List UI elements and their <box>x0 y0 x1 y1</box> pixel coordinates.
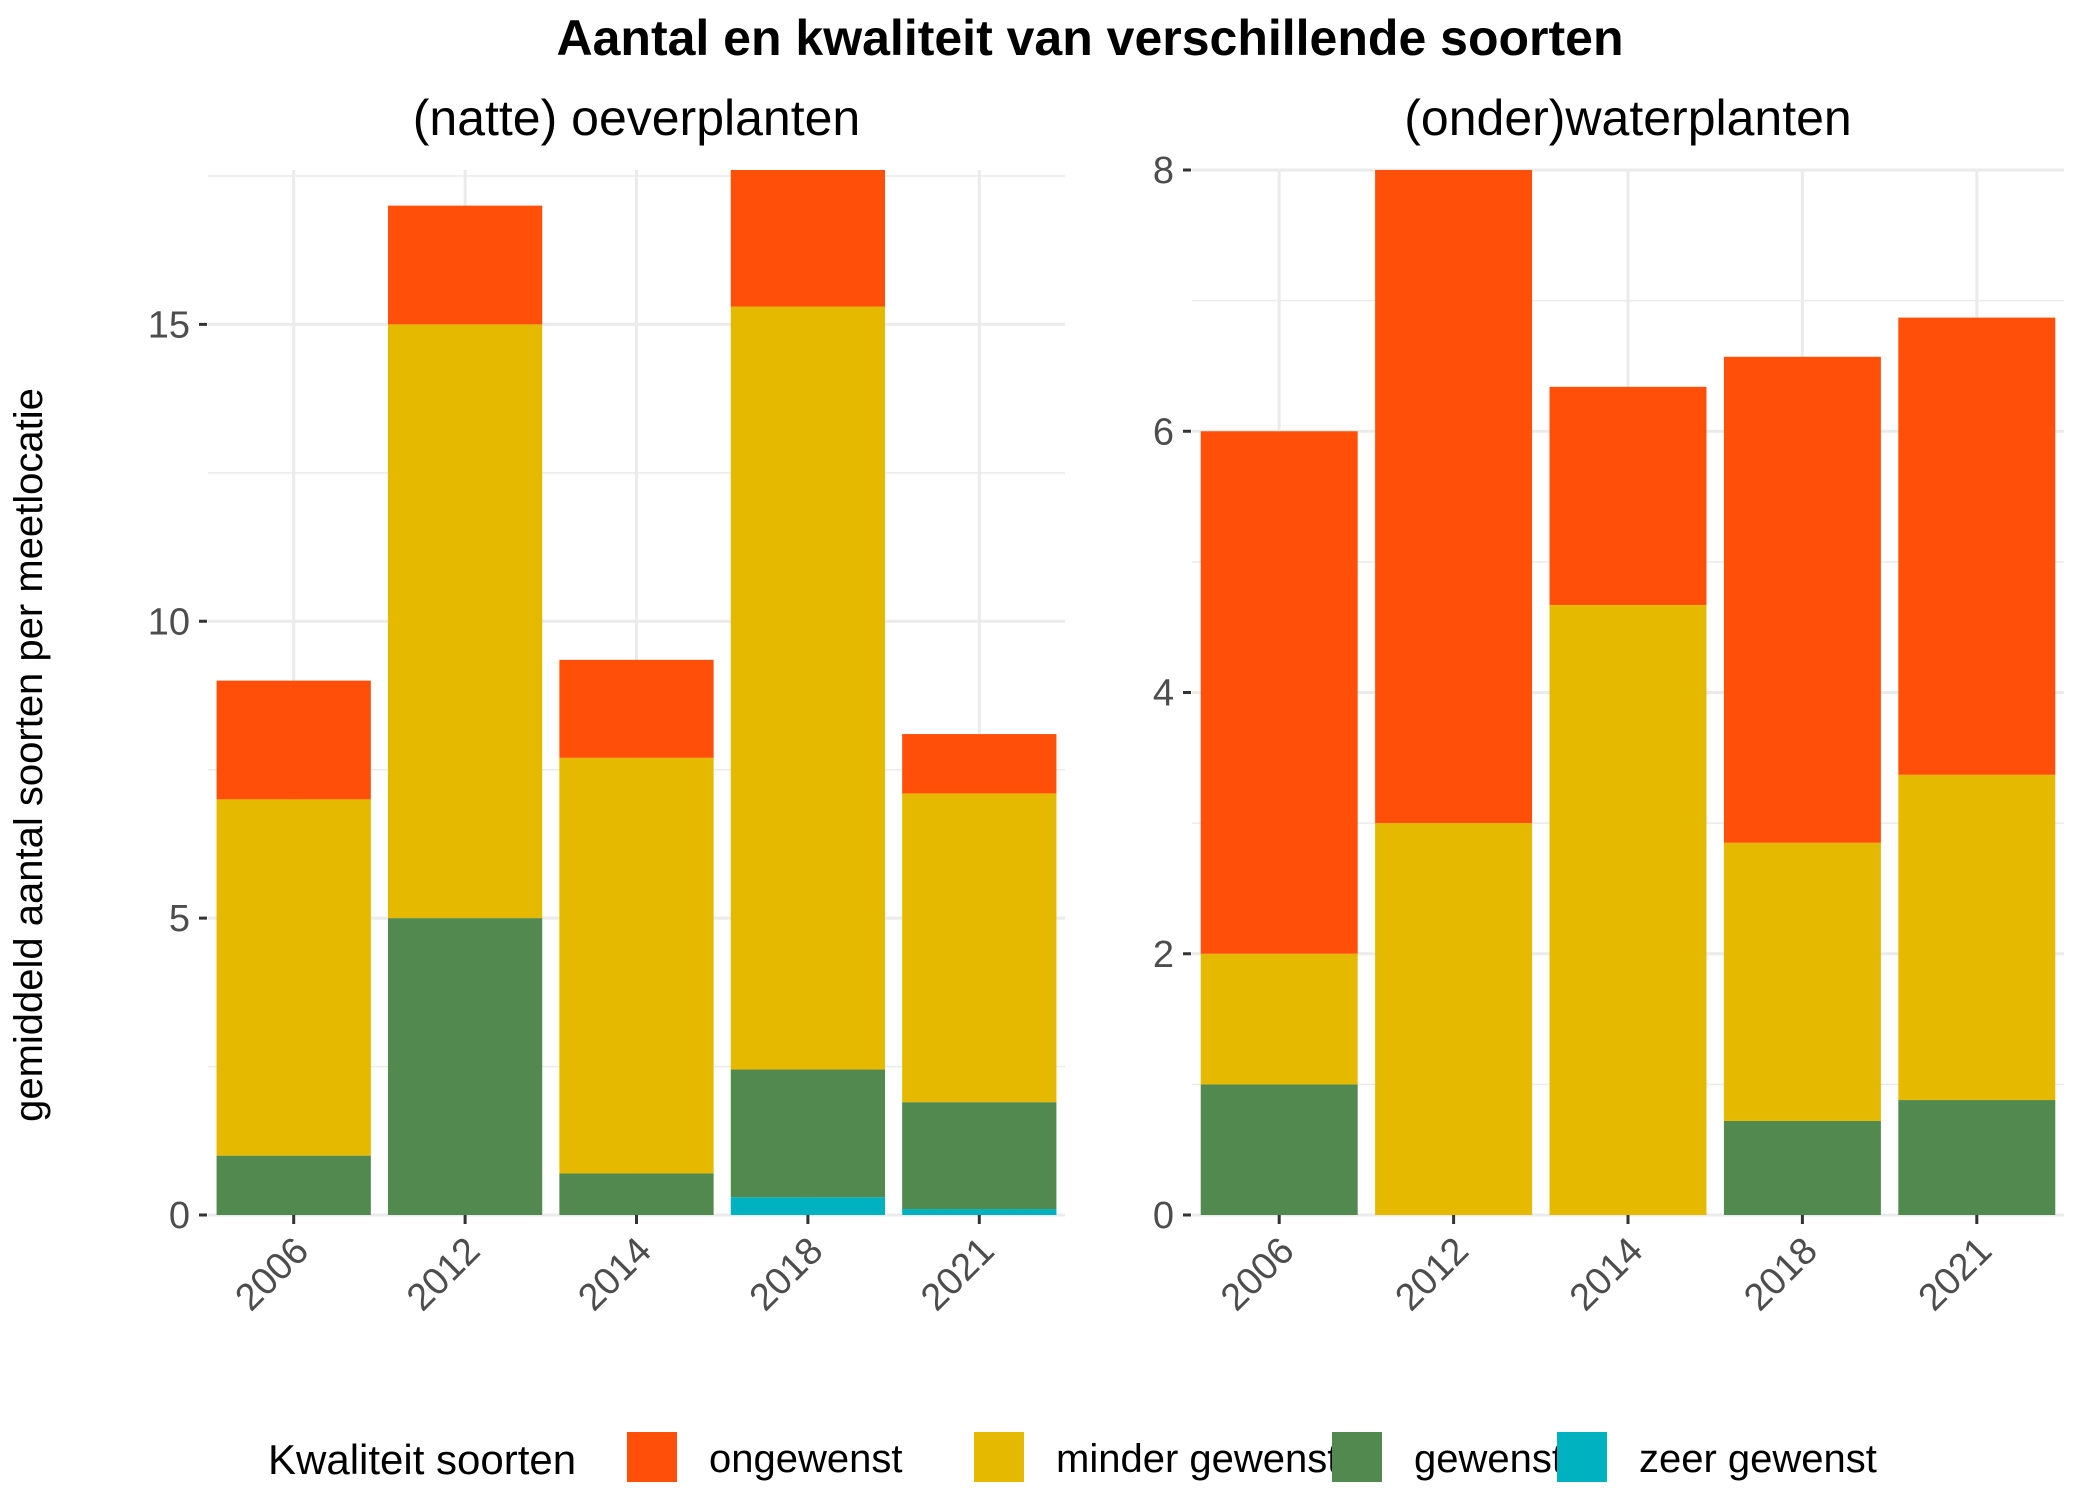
bar-2006-minder-gewenst <box>216 799 371 1156</box>
x-tick-label: 2018 <box>742 1230 831 1319</box>
y-tick-label: 10 <box>148 601 190 643</box>
bar-2012-minder-gewenst <box>387 324 543 919</box>
x-tick-label: 2006 <box>228 1230 317 1319</box>
legend-title: Kwaliteit soorten <box>268 1436 576 1483</box>
y-tick-label: 5 <box>169 898 190 940</box>
panel-title: (natte) oeverplanten <box>413 90 861 146</box>
legend-label: ongewenst <box>709 1437 902 1481</box>
bar-2014-minder-gewenst <box>559 757 714 1174</box>
bar-2006-minder-gewenst <box>1200 953 1358 1085</box>
legend-label: minder gewenst <box>1056 1437 1338 1481</box>
y-tick-label: 2 <box>1153 934 1174 976</box>
legend-key-ongewenst <box>627 1432 677 1482</box>
bar-2021-minder-gewenst <box>1898 774 2056 1101</box>
x-axis: 2006 2012 2014 2018 2021 <box>228 1215 1003 1319</box>
bar-2014-ongewenst <box>1549 386 1707 605</box>
panel-waterplanten: (onder)waterplanten 0 2 4 6 8 2006 2012 2014 2018… <box>1153 90 2064 1319</box>
panel-title: (onder)waterplanten <box>1404 90 1852 146</box>
bar-2018-gewenst <box>730 1069 886 1198</box>
bar-2018-gewenst <box>1723 1120 1881 1215</box>
y-axis: 0 5 10 15 <box>148 304 207 1237</box>
y-tick-label: 15 <box>148 304 190 346</box>
y-tick-label: 8 <box>1153 150 1174 192</box>
bar-2012-gewenst <box>387 918 543 1215</box>
x-tick-label: 2012 <box>399 1230 488 1319</box>
y-axis-title: gemiddeld aantal soorten per meetlocatie <box>7 388 51 1122</box>
bars <box>216 170 1057 1215</box>
legend-key-minder-gewenst <box>974 1432 1024 1482</box>
chart-title: Aantal en kwaliteit van verschillende so… <box>556 10 1623 66</box>
x-axis: 2006 2012 2014 2018 2021 <box>1213 1215 2000 1319</box>
legend-label: zeer gewenst <box>1639 1437 1877 1481</box>
bar-2021-ongewenst <box>1898 317 2056 775</box>
legend-key-zeer-gewenst <box>1557 1432 1607 1482</box>
bar-2018-minder-gewenst <box>1723 842 1881 1121</box>
bar-2012-ongewenst <box>1375 170 1533 824</box>
y-tick-label: 6 <box>1153 411 1174 453</box>
bar-2006-ongewenst <box>216 680 371 800</box>
bar-2014-ongewenst <box>559 659 714 758</box>
y-tick-label: 4 <box>1153 673 1174 715</box>
x-tick-label: 2012 <box>1387 1230 1476 1319</box>
bar-2021-ongewenst <box>902 734 1057 794</box>
bar-2006-gewenst <box>1200 1084 1358 1215</box>
bars <box>1200 170 2056 1215</box>
bar-2012-ongewenst <box>387 205 543 325</box>
y-tick-label: 0 <box>169 1195 190 1237</box>
x-tick-label: 2006 <box>1213 1230 1302 1319</box>
x-tick-label: 2014 <box>570 1230 659 1319</box>
bar-2018-ongewenst <box>730 170 886 307</box>
bar-2018-minder-gewenst <box>730 306 886 1070</box>
legend-key-gewenst <box>1332 1432 1382 1482</box>
bar-2014-gewenst <box>559 1173 714 1215</box>
bar-2012-minder-gewenst <box>1375 823 1533 1215</box>
bar-2021-gewenst <box>902 1102 1057 1210</box>
legend-label: gewenst <box>1414 1437 1563 1481</box>
x-tick-label: 2021 <box>1911 1230 2000 1319</box>
x-tick-label: 2018 <box>1736 1230 1825 1319</box>
bar-2006-ongewenst <box>1200 431 1358 954</box>
bar-2006-gewenst <box>216 1155 371 1215</box>
bar-2014-minder-gewenst <box>1549 604 1707 1215</box>
x-tick-label: 2021 <box>913 1230 1002 1319</box>
y-tick-label: 0 <box>1153 1195 1174 1237</box>
bar-2021-minder-gewenst <box>902 793 1057 1103</box>
bar-2021-gewenst <box>1898 1100 2056 1215</box>
x-tick-label: 2014 <box>1562 1230 1651 1319</box>
bar-2018-zeer-gewenst <box>730 1197 886 1215</box>
bar-2021-zeer-gewenst <box>902 1209 1057 1215</box>
bar-2018-ongewenst <box>1723 356 1881 843</box>
legend: Kwaliteit soorten ongewenst minder gewens… <box>268 1432 1877 1483</box>
y-axis: 0 2 4 6 8 <box>1153 150 1191 1237</box>
